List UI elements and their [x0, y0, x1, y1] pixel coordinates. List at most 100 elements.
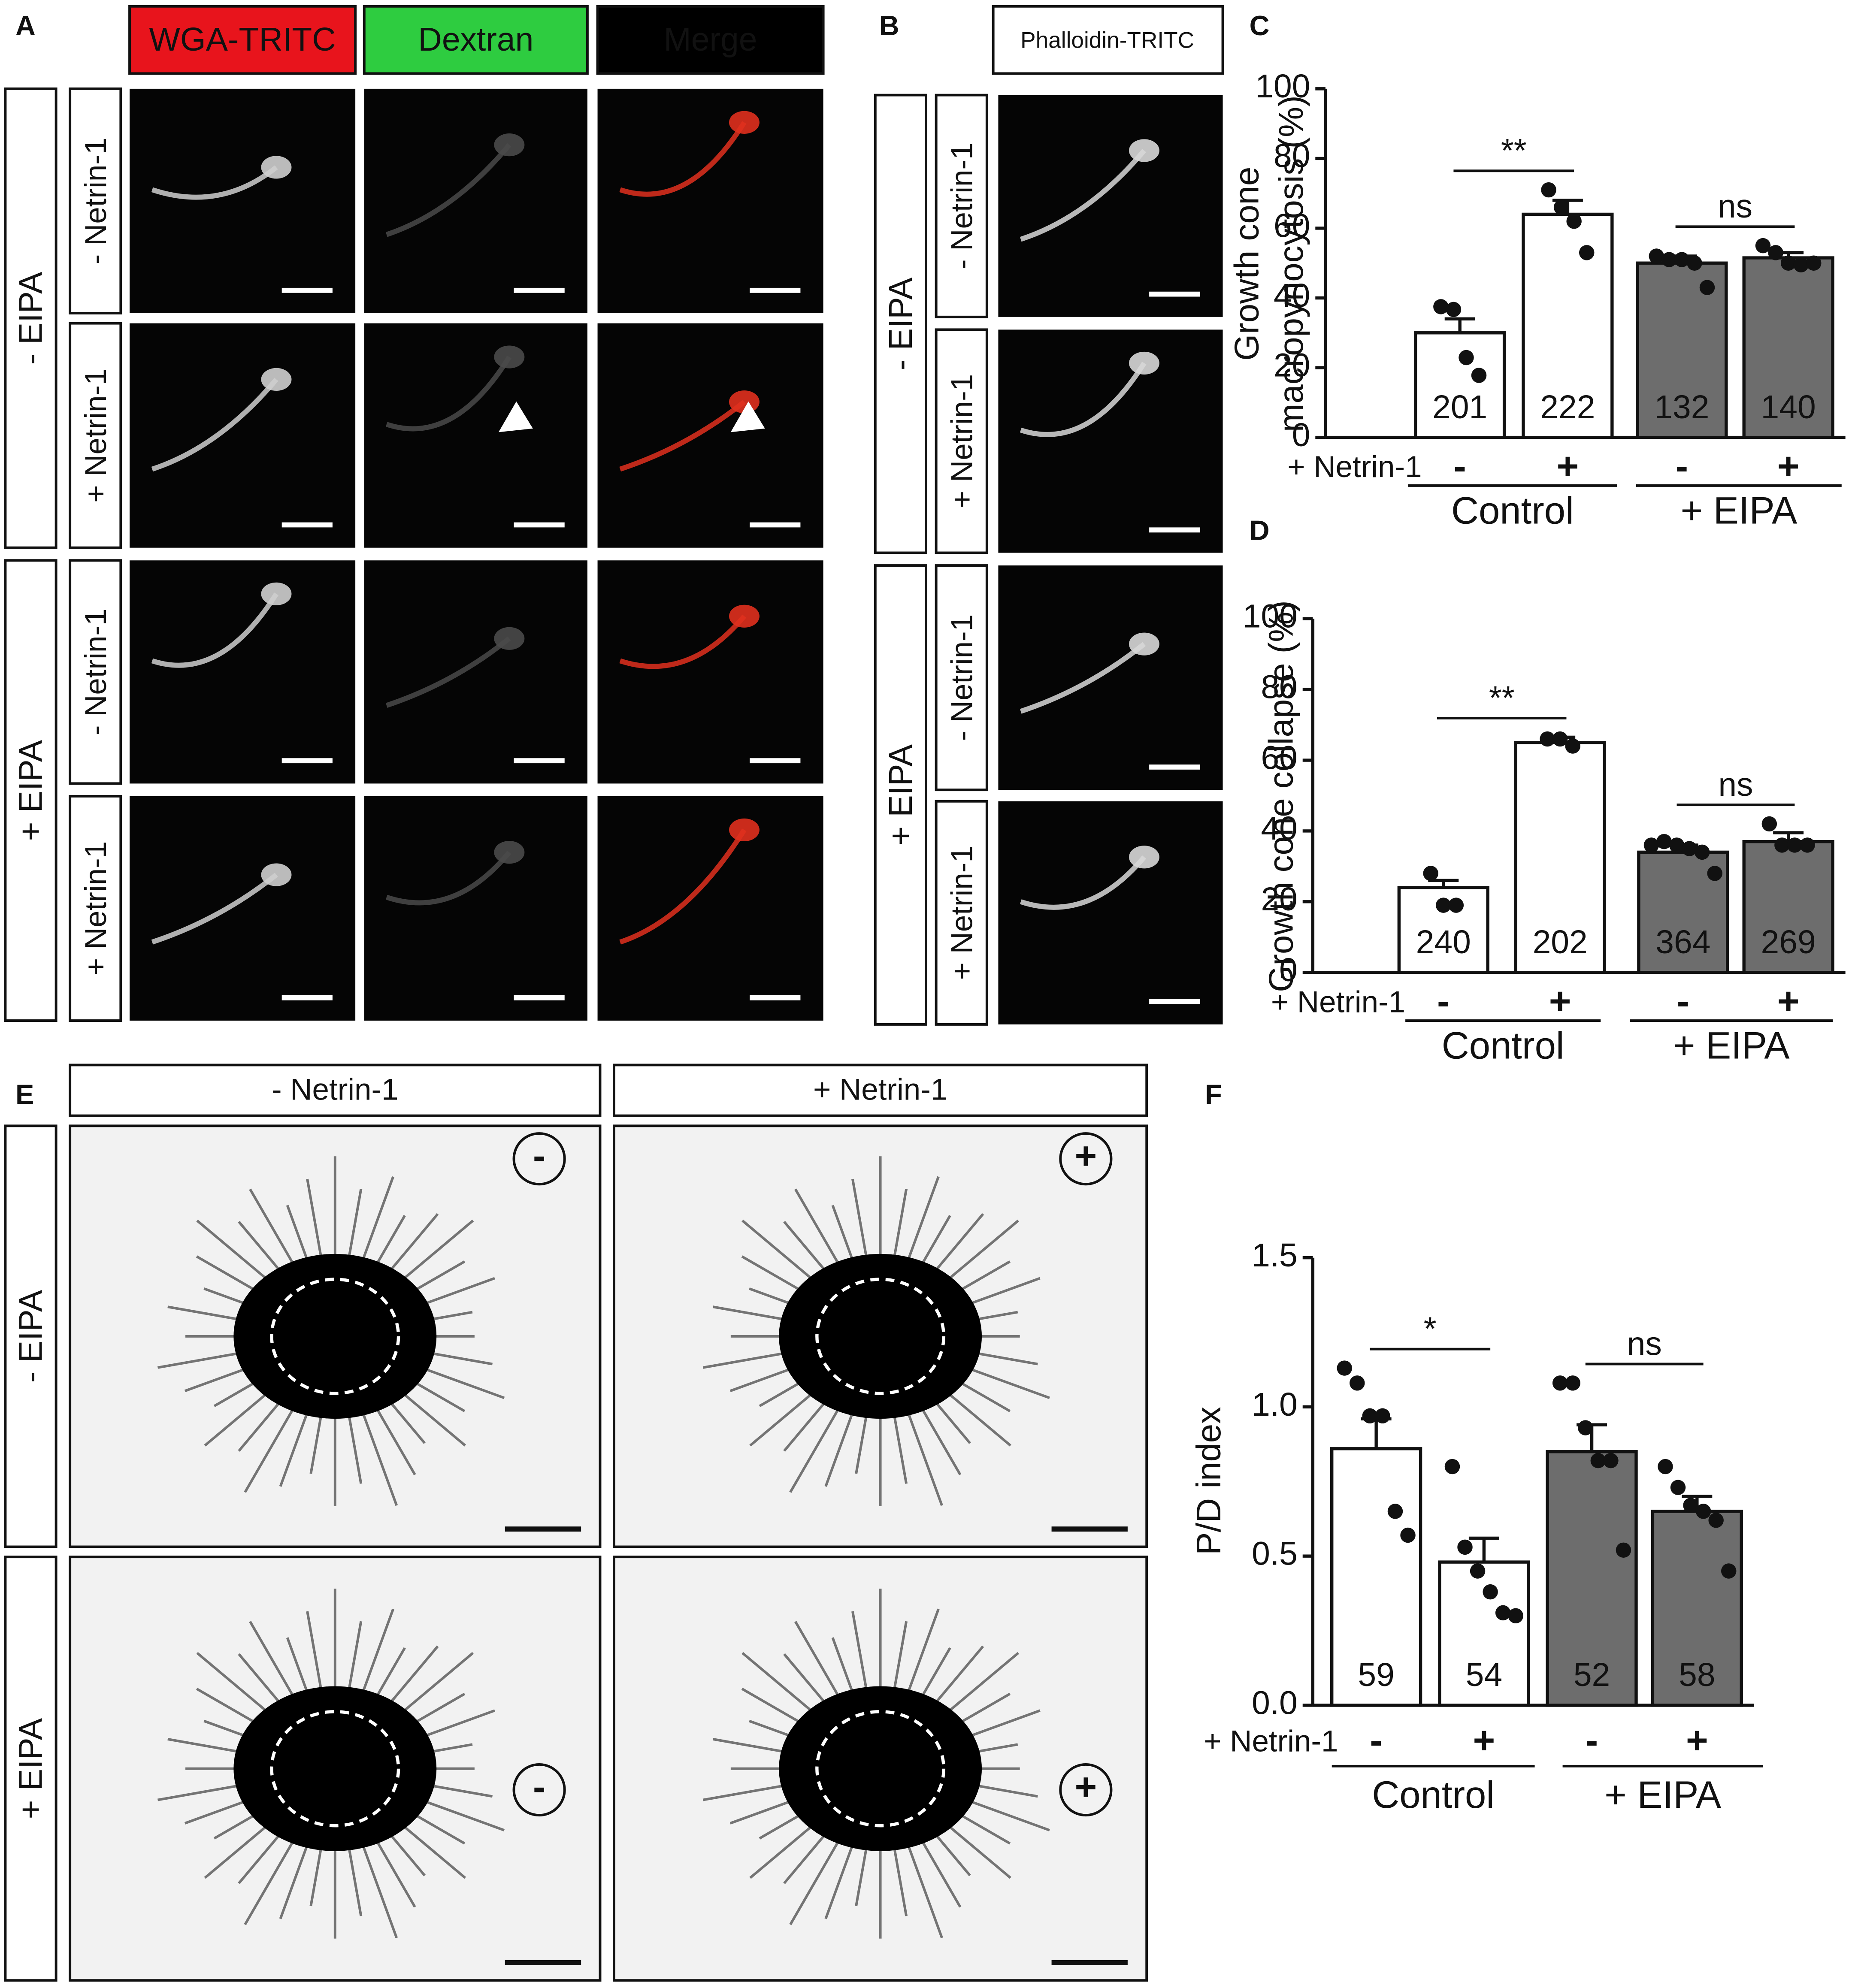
data-point: [1540, 731, 1555, 747]
data-point: [1669, 837, 1685, 853]
data-point: [1387, 1504, 1403, 1519]
column-header: [363, 5, 589, 75]
data-point: [1774, 837, 1790, 853]
data-point: [1616, 1542, 1631, 1558]
row-group-label: + EIPA: [12, 740, 49, 841]
bar: [1636, 261, 1728, 439]
neurite: [619, 400, 746, 472]
y-tick-label: 0: [1292, 417, 1310, 453]
n-label: 202: [1533, 924, 1588, 961]
source-marker: [512, 1763, 566, 1817]
data-point: [1768, 245, 1783, 260]
panel-label: A: [15, 10, 36, 41]
column-header-text: Dextran: [418, 21, 533, 58]
condition-sign: +: [1557, 445, 1579, 487]
row-group-label: - EIPA: [882, 277, 919, 370]
growth-cone: [729, 818, 760, 842]
y-tick-label: 100: [1243, 598, 1298, 635]
panel-label: F: [1205, 1079, 1222, 1110]
data-point: [1793, 257, 1809, 273]
data-point: [1579, 245, 1595, 260]
data-point: [1658, 1459, 1673, 1474]
arrowhead: [498, 401, 533, 432]
data-point: [1471, 368, 1487, 383]
condition-label: + Netrin-1: [1287, 450, 1422, 484]
significance-label: ns: [1627, 1325, 1662, 1362]
n-label: 58: [1679, 1656, 1715, 1693]
micrograph: [597, 560, 823, 784]
column-header: [992, 5, 1224, 75]
group-label: Control: [1442, 1024, 1565, 1067]
data-point: [1649, 248, 1664, 264]
row-group-label: - EIPA: [12, 272, 49, 365]
data-point: [1495, 1605, 1511, 1621]
bar: [1742, 256, 1834, 439]
growth-cone: [261, 863, 292, 886]
data-point: [1708, 1513, 1724, 1528]
micrograph: [597, 323, 823, 548]
micrograph: [130, 88, 356, 313]
n-label: 52: [1574, 1656, 1610, 1693]
neurite: [385, 143, 511, 237]
y-tick-label: 0.5: [1252, 1535, 1298, 1572]
growth-cone: [1129, 632, 1159, 656]
arrowhead: [730, 401, 765, 432]
data-point: [1459, 350, 1474, 366]
explant: [233, 1686, 437, 1851]
micrograph: [364, 88, 587, 313]
data-point: [1661, 252, 1677, 267]
data-point: [1780, 255, 1796, 271]
significance-label: **: [1489, 680, 1515, 716]
data-point: [1683, 1498, 1698, 1513]
y-axis-label: Growth cone: [1228, 167, 1266, 361]
y-tick-label: 1.5: [1252, 1237, 1298, 1274]
n-label: 364: [1655, 924, 1710, 961]
data-point: [1800, 837, 1815, 853]
y-tick-label: 1.0: [1252, 1386, 1298, 1423]
n-label: 201: [1432, 389, 1487, 426]
micrograph: [364, 323, 587, 548]
condition-sign: -: [1586, 1719, 1598, 1761]
column-header: [613, 1063, 1148, 1117]
bar: [1514, 741, 1606, 974]
row-label: - Netrin-1: [945, 142, 979, 269]
y-axis-label: P/D index: [1189, 1407, 1228, 1555]
row-label-box: [69, 87, 122, 314]
neurite: [385, 850, 511, 906]
condition-sign: +: [1777, 980, 1800, 1022]
data-point: [1590, 1453, 1606, 1468]
column-header-text: Merge: [664, 21, 757, 58]
source-marker-text: +: [1074, 1765, 1097, 1808]
row-label-box: [935, 800, 988, 1026]
micrograph: [597, 88, 823, 313]
row-group-label: + EIPA: [12, 1718, 49, 1819]
n-label: 132: [1654, 389, 1709, 426]
growth-cone: [1129, 846, 1159, 869]
neurite: [151, 165, 278, 200]
bar: [1651, 1510, 1743, 1707]
row-label: + Netrin-1: [945, 374, 979, 508]
n-label: 240: [1416, 924, 1471, 961]
micrograph: [130, 796, 356, 1021]
neurite: [151, 592, 278, 668]
n-label: 269: [1761, 924, 1816, 961]
n-label: 54: [1466, 1656, 1502, 1693]
row-group-box: [4, 1556, 57, 1982]
row-label: + Netrin-1: [79, 369, 113, 503]
data-point: [1707, 866, 1722, 881]
panel-label: B: [879, 10, 899, 41]
data-point: [1337, 1360, 1352, 1376]
y-tick-label: 20: [1274, 347, 1310, 384]
y-axis-label: Growth cone collapse (%): [1262, 600, 1300, 992]
neurite: [619, 614, 747, 669]
micrograph: [597, 796, 823, 1021]
condition-sign: -: [1437, 980, 1450, 1022]
row-label-box: [69, 322, 122, 549]
data-point: [1721, 1563, 1737, 1579]
data-point: [1565, 738, 1580, 754]
y-axis-label: macropynocytosis (%): [1272, 95, 1310, 432]
y-tick-label: 40: [1274, 277, 1310, 314]
row-label-box: [69, 559, 122, 785]
column-header-text: - Netrin-1: [272, 1073, 399, 1106]
